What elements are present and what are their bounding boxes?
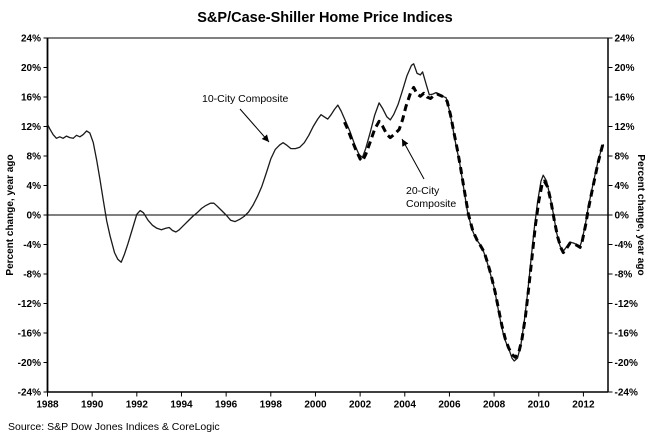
chart-title: S&P/Case-Shiller Home Price Indices [197,10,452,26]
annotation-20-city-arrow [401,138,425,180]
x-tick-label: 1992 [126,400,149,411]
y-tick-label-left: -16% [18,329,41,340]
y-tick-label-right: 0% [615,211,630,222]
x-tick-label: 1988 [36,400,59,411]
x-tick-label: 2006 [438,400,461,411]
y-tick-label-left: -20% [18,358,41,369]
y-axis-title-right: Percent change, year ago [635,154,646,275]
source-note: Source: S&P Dow Jones Indices & CoreLogi… [8,421,220,433]
y-axis-title-left: Percent change, year ago [5,154,16,275]
y-tick-label-right: 12% [615,122,635,133]
y-tick-label-left: -4% [23,240,41,251]
data-series-group [46,63,605,362]
y-tick-label-right: 4% [615,181,630,192]
y-axis-ticks-left: 24% 20% 16% 12% 8% 4% 0% -4% -8% -12% -16% -20% -24% [18,34,48,399]
y-tick-label-left: 16% [21,93,41,104]
series-line-10-city-composite [46,63,605,362]
y-tick-label-left: 0% [27,211,42,222]
x-tick-label: 2012 [572,400,595,411]
annotation-20-city: 20-City Composite [401,138,456,210]
x-tick-label: 2000 [304,400,327,411]
y-tick-label-right: 24% [615,34,635,45]
y-tick-label-right: 16% [615,93,635,104]
y-tick-label-right: 8% [615,152,630,163]
y-tick-label-left: -12% [18,299,41,310]
x-axis-ticks: 1988 1990 1992 1994 1996 1998 2000 2002 2004 2006… [36,392,595,411]
x-tick-label: 2002 [349,400,372,411]
y-tick-label-left: 8% [27,152,42,163]
y-tick-label-right: -12% [615,299,638,310]
y-tick-label-left: -24% [18,388,41,399]
y-tick-label-left: 12% [21,122,41,133]
x-tick-label: 2008 [483,400,506,411]
y-tick-label-right: -4% [615,240,633,251]
annotation-10-city-arrow [239,108,270,143]
y-tick-label-right: -20% [615,358,638,369]
x-tick-label: 1990 [81,400,104,411]
annotation-20-city-label-line2: Composite [406,198,456,210]
y-tick-label-right: -16% [615,329,638,340]
x-tick-label: 1994 [170,400,193,411]
x-tick-label: 2010 [528,400,551,411]
annotation-10-city: 10-City Composite [202,93,289,143]
y-tick-label-left: 4% [27,181,42,192]
y-axis-ticks-right: 24% 20% 16% 12% 8% 4% 0% -4% -8% -12% -16% -20% -24% [608,34,638,399]
y-tick-label-left: 20% [21,63,41,74]
plot-frame [46,37,609,393]
x-tick-label: 1998 [260,400,283,411]
annotation-20-city-label-line1: 20-City [406,185,440,197]
annotation-10-city-label: 10-City Composite [202,93,289,105]
y-tick-label-right: 20% [615,63,635,74]
y-tick-label-right: -8% [615,270,633,281]
x-tick-label: 2004 [394,400,417,411]
y-tick-label-right: -24% [615,388,638,399]
x-tick-label: 1996 [215,400,238,411]
y-tick-label-left: 24% [21,34,41,45]
series-line-20-city-composite [343,85,605,359]
y-tick-label-left: -8% [23,270,41,281]
